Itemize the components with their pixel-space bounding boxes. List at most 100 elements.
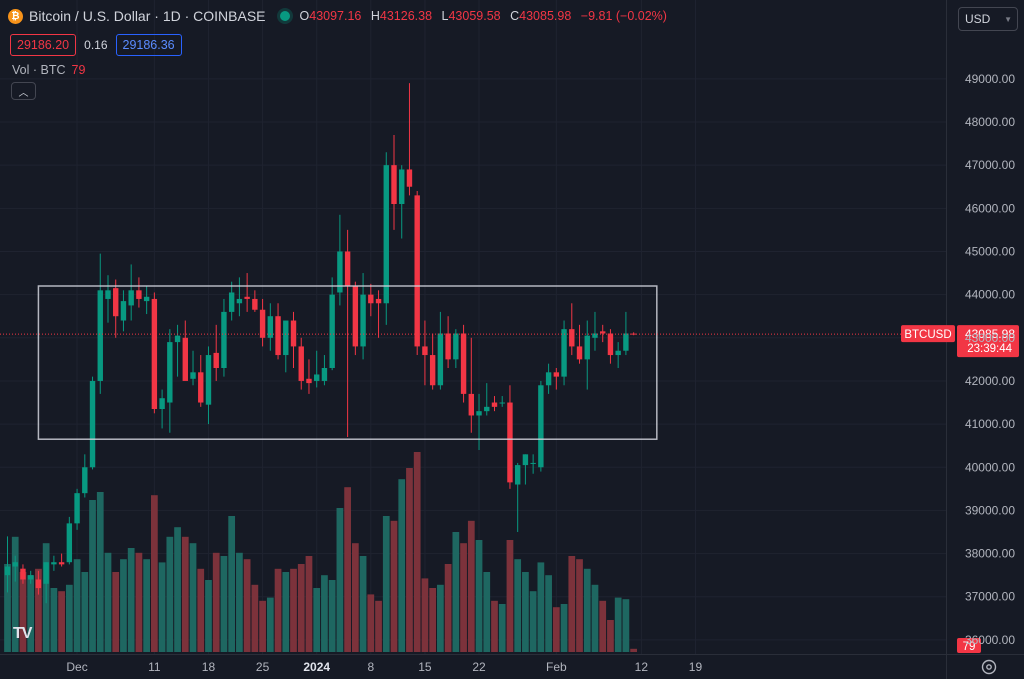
volume-bar <box>243 559 251 652</box>
candles <box>4 83 637 604</box>
y-tick-label: 43000.00 <box>965 331 1015 345</box>
currency-select[interactable]: USD ▼ <box>958 7 1018 31</box>
candle-body <box>136 290 142 299</box>
volume-legend[interactable]: Vol · BTC 79 <box>12 63 85 77</box>
x-tick-label: 15 <box>418 660 432 674</box>
candle-body <box>484 406 490 412</box>
volume-bar <box>351 543 359 652</box>
volume-bar <box>390 520 398 652</box>
volume-bar <box>498 604 506 652</box>
volume-bar <box>614 597 622 652</box>
candle-body <box>252 298 258 310</box>
candle-body <box>113 288 119 317</box>
collapse-legend-button[interactable]: ︿ <box>11 82 36 100</box>
candle-body <box>569 329 575 347</box>
volume-bar <box>166 536 174 652</box>
candle-body <box>445 333 451 360</box>
volume-bar <box>321 575 328 652</box>
candle-body <box>27 575 34 580</box>
candle-body <box>561 329 567 377</box>
y-tick-label: 39000.00 <box>965 503 1015 517</box>
buy-price-button[interactable]: 29186.36 <box>115 34 182 56</box>
volume-bar <box>421 578 429 652</box>
candle-body <box>530 462 536 464</box>
candle-body <box>337 251 343 293</box>
ohlc-low-label: L <box>441 9 449 23</box>
x-tick-label: 8 <box>367 660 374 674</box>
volume-bar <box>151 495 158 652</box>
volume-bar <box>274 568 282 652</box>
price-axis: 36000.00 37000.00 38000.00 39000.00 40000.00… <box>965 72 1015 647</box>
volume-bar <box>19 572 27 652</box>
ohlc-high: 43126.38 <box>379 9 433 23</box>
candle-body <box>592 333 598 338</box>
volume-bar <box>135 552 143 652</box>
volume-bar <box>266 597 274 652</box>
candle-body <box>35 579 42 589</box>
candle-body <box>623 333 629 351</box>
candle-body <box>600 331 606 334</box>
volume-bar <box>11 536 19 652</box>
volume-bar <box>560 604 568 652</box>
x-tick-label: 12 <box>635 660 649 674</box>
volume-bar <box>382 516 390 652</box>
volume-bar <box>104 552 112 652</box>
settings-icon[interactable] <box>980 658 998 676</box>
candle-body <box>576 346 583 360</box>
volume-bar <box>328 580 336 652</box>
last-price-tag <box>957 325 1019 358</box>
candle-body <box>375 298 382 304</box>
symbol-price-tag-text: BTCUSD <box>904 329 951 341</box>
volume-bar <box>599 600 607 652</box>
symbol-title[interactable]: Bitcoin / U.S. Dollar · 1D · COINBASE <box>29 8 266 24</box>
volume-legend-label: Vol · BTC <box>12 63 66 77</box>
candle-body <box>244 296 250 299</box>
candle-body <box>352 286 359 347</box>
volume-bar <box>367 594 375 652</box>
volume-bar <box>81 572 89 652</box>
volume-bar <box>398 479 406 652</box>
candle-body <box>174 335 181 343</box>
candle-body <box>228 292 235 312</box>
volume-bar <box>514 559 522 652</box>
candle-body <box>321 368 328 381</box>
bar-countdown: 23:39:44 <box>967 343 1012 355</box>
volume-bar <box>475 540 483 652</box>
volume-bar <box>336 508 344 652</box>
currency-value: USD <box>965 12 991 26</box>
volume-legend-value: 79 <box>71 63 86 77</box>
volume-bar <box>228 516 236 652</box>
candle-body <box>12 562 18 567</box>
volume-bar <box>406 468 413 652</box>
candle-body <box>151 298 158 409</box>
candle-body <box>89 380 96 468</box>
candle-body <box>522 454 529 466</box>
x-tick-label: 11 <box>148 660 161 674</box>
volume-bar <box>491 600 498 652</box>
x-tick-label: 25 <box>256 660 270 674</box>
sell-price-button[interactable]: 29186.20 <box>10 34 77 56</box>
candle-body <box>468 393 474 416</box>
volume-bar <box>282 572 290 652</box>
candle-body <box>391 165 397 204</box>
candle-body <box>128 290 134 306</box>
tradingview-logo-icon[interactable]: TV <box>13 625 32 642</box>
candle-body <box>182 337 188 381</box>
volume-bar <box>143 559 151 652</box>
candle-body <box>329 294 335 368</box>
candle-body <box>553 372 560 377</box>
y-tick-label: 47000.00 <box>965 158 1015 172</box>
candle-body <box>422 346 428 356</box>
volume-bar <box>452 532 460 652</box>
volume-bar <box>483 572 491 652</box>
candle-body <box>607 333 614 356</box>
volume-bar <box>174 527 181 652</box>
volume-bar <box>112 572 120 652</box>
volume-bar <box>437 584 444 652</box>
bitcoin-icon: ₿ <box>8 8 23 24</box>
chevron-down-icon: ▼ <box>1004 14 1012 24</box>
candle-body <box>514 465 521 485</box>
volume-bar <box>251 584 259 652</box>
candle-body <box>414 195 420 347</box>
